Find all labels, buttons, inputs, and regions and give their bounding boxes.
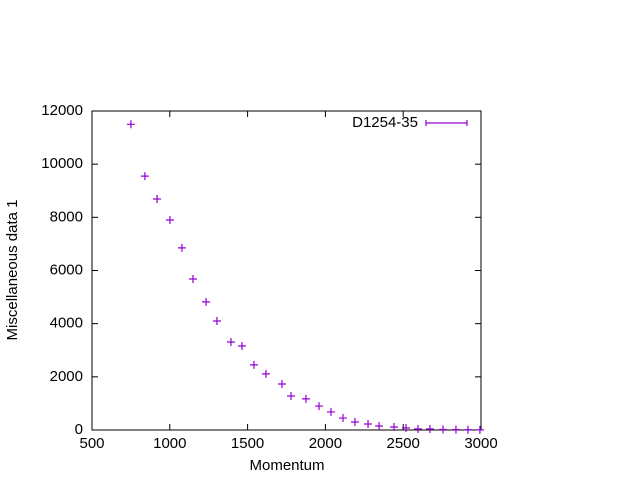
data-point <box>202 297 211 306</box>
data-point <box>237 341 246 350</box>
data-point <box>165 215 174 224</box>
y-tick-label: 4000 <box>50 315 83 332</box>
y-tick-label: 2000 <box>50 368 83 385</box>
x-tick-label: 500 <box>79 435 104 452</box>
data-point <box>425 424 434 433</box>
data-point <box>315 402 324 411</box>
data-point <box>338 414 347 423</box>
data-point <box>413 424 422 433</box>
data-point <box>261 369 270 378</box>
data-point <box>177 243 186 252</box>
data-point <box>350 418 359 427</box>
data-point <box>287 391 296 400</box>
data-point <box>301 394 310 403</box>
data-point <box>153 194 162 203</box>
data-point <box>126 120 135 129</box>
data-point <box>390 422 399 431</box>
data-point <box>402 424 411 433</box>
x-tick-label: 1500 <box>231 435 264 452</box>
data-point <box>463 425 472 434</box>
data-point <box>188 275 197 284</box>
y-tick-label: 10000 <box>41 155 83 172</box>
y-tick-label: 8000 <box>50 208 83 225</box>
plot-frame <box>91 110 482 431</box>
x-tick-label: 2500 <box>387 435 420 452</box>
legend-label: D1254-35 <box>352 114 418 131</box>
y-tick-label: 0 <box>75 421 83 438</box>
data-point <box>439 425 448 434</box>
x-tick-label: 2000 <box>309 435 342 452</box>
data-point <box>212 317 221 326</box>
legend-swatch <box>425 120 468 126</box>
y-tick-label: 6000 <box>50 261 83 278</box>
data-point <box>375 422 384 431</box>
data-point <box>364 420 373 429</box>
data-point <box>226 338 235 347</box>
data-point <box>140 172 149 181</box>
x-axis-label: Momentum <box>249 457 324 474</box>
data-point <box>327 407 336 416</box>
x-tick-label: 3000 <box>464 435 497 452</box>
y-axis-label: Miscellaneous data 1 <box>4 200 21 341</box>
data-point <box>475 425 484 434</box>
data-point <box>277 380 286 389</box>
data-point <box>451 425 460 434</box>
data-point <box>249 360 258 369</box>
x-tick-label: 1000 <box>153 435 186 452</box>
y-tick-label: 12000 <box>41 102 83 119</box>
